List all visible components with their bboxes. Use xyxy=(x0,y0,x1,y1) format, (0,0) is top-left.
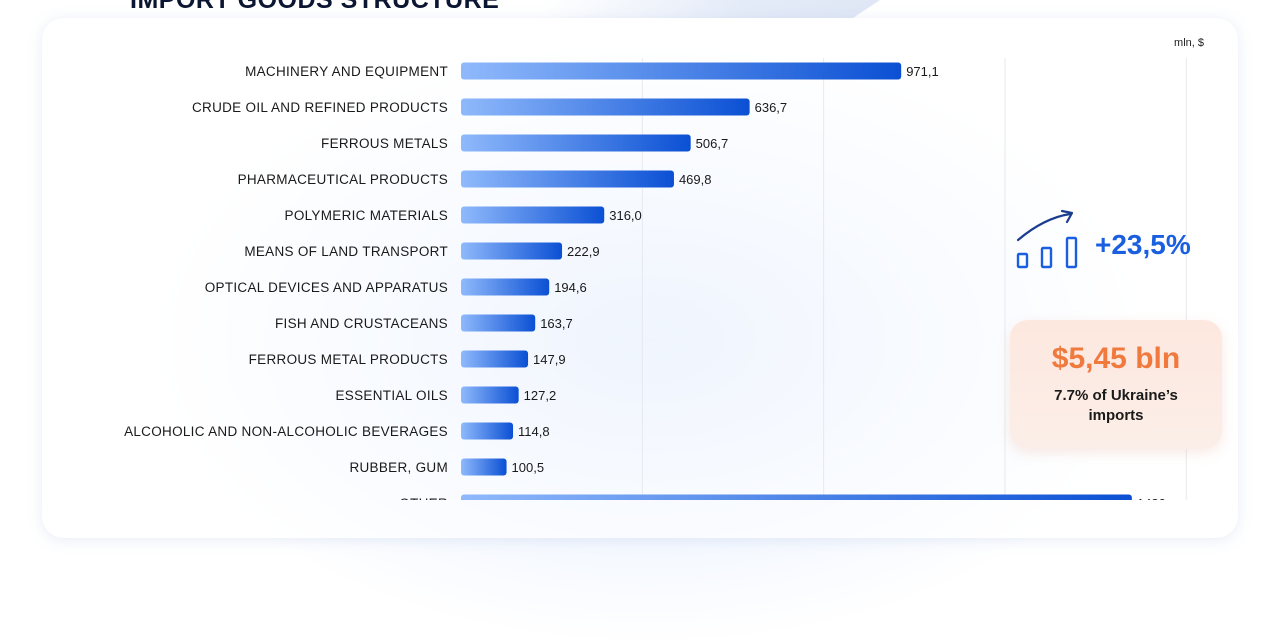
value-label: 971,1 xyxy=(906,64,939,79)
bar xyxy=(461,422,514,440)
category-label: OPTICAL DEVICES AND APPARATUS xyxy=(205,280,448,295)
bar xyxy=(461,278,550,296)
category-label: OTHER xyxy=(399,496,448,500)
value-label: 1480, xyxy=(1137,496,1170,500)
bar xyxy=(461,206,605,224)
value-label: 469,8 xyxy=(679,172,712,187)
category-label: MACHINERY AND EQUIPMENT xyxy=(245,64,448,79)
category-label: CRUDE OIL AND REFINED PRODUCTS xyxy=(192,100,448,115)
bar xyxy=(461,494,1132,500)
bar-chart: MACHINERY AND EQUIPMENT 971,1 CRUDE OIL AN… xyxy=(124,58,1187,500)
chart-title: IMPORT GOODS STRUCTURE xyxy=(130,0,500,14)
total-value: $5,45 bln xyxy=(1051,342,1181,375)
value-label: 100,5 xyxy=(512,460,545,475)
growth-value: +23,5% xyxy=(1095,229,1191,260)
bar xyxy=(461,242,563,260)
bar xyxy=(461,458,507,476)
value-label: 194,6 xyxy=(554,280,587,295)
bar xyxy=(461,386,519,404)
category-label: ALCOHOLIC AND NON-ALCOHOLIC BEVERAGES xyxy=(124,424,448,439)
value-label: 636,7 xyxy=(755,100,788,115)
category-label: PHARMACEUTICAL PRODUCTS xyxy=(238,172,448,187)
total-card: $5,45 bln 7.7% of Ukraine’s imports xyxy=(1010,320,1222,449)
value-label: 114,8 xyxy=(518,424,550,439)
category-label: RUBBER, GUM xyxy=(349,460,448,475)
value-label: 127,2 xyxy=(524,388,557,403)
bar xyxy=(461,134,691,152)
value-label: 506,7 xyxy=(696,136,729,151)
trend-up-chart-icon xyxy=(1016,209,1078,269)
category-label: FERROUS METALS xyxy=(321,136,448,151)
value-label: 222,9 xyxy=(567,244,600,259)
category-label: FERROUS METAL PRODUCTS xyxy=(249,352,448,367)
value-label: 316,0 xyxy=(609,208,642,223)
bar xyxy=(461,314,536,332)
value-label: 163,7 xyxy=(540,316,573,331)
bar xyxy=(461,62,902,80)
bar xyxy=(461,170,674,188)
category-label: FISH AND CRUSTACEANS xyxy=(275,316,448,331)
category-label: ESSENTIAL OILS xyxy=(336,388,449,403)
value-label: 147,9 xyxy=(533,352,566,367)
share-text: 7.7% of Ukraine’s imports xyxy=(1054,387,1178,424)
category-label: MEANS OF LAND TRANSPORT xyxy=(244,244,448,259)
header-decoration xyxy=(540,0,880,18)
bar xyxy=(461,350,529,368)
category-label: POLYMERIC MATERIALS xyxy=(285,208,448,223)
unit-label: mln, $ xyxy=(1174,37,1204,49)
bars: MACHINERY AND EQUIPMENT 971,1 CRUDE OIL AN… xyxy=(124,62,1170,500)
bar xyxy=(461,98,750,116)
